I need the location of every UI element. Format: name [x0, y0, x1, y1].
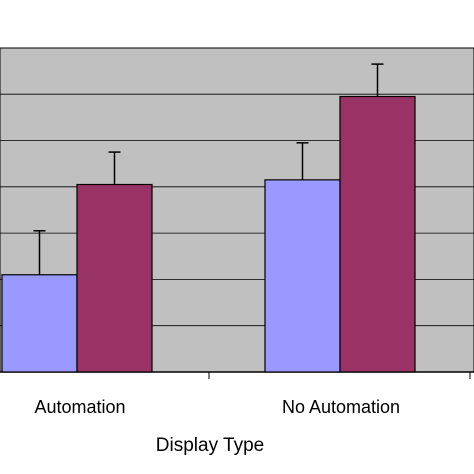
bar-series1-no-automation [264, 179, 341, 373]
bars [1, 95, 416, 373]
category-label-automation: Automation [34, 397, 125, 417]
x-axis-title: Display Type [156, 435, 264, 456]
bar-series2-no-automation [339, 95, 416, 373]
bar-series1-automation [1, 274, 78, 373]
category-label-no-automation: No Automation [282, 397, 400, 417]
error-bars [33, 63, 384, 275]
bar-series2-automation [76, 183, 153, 373]
